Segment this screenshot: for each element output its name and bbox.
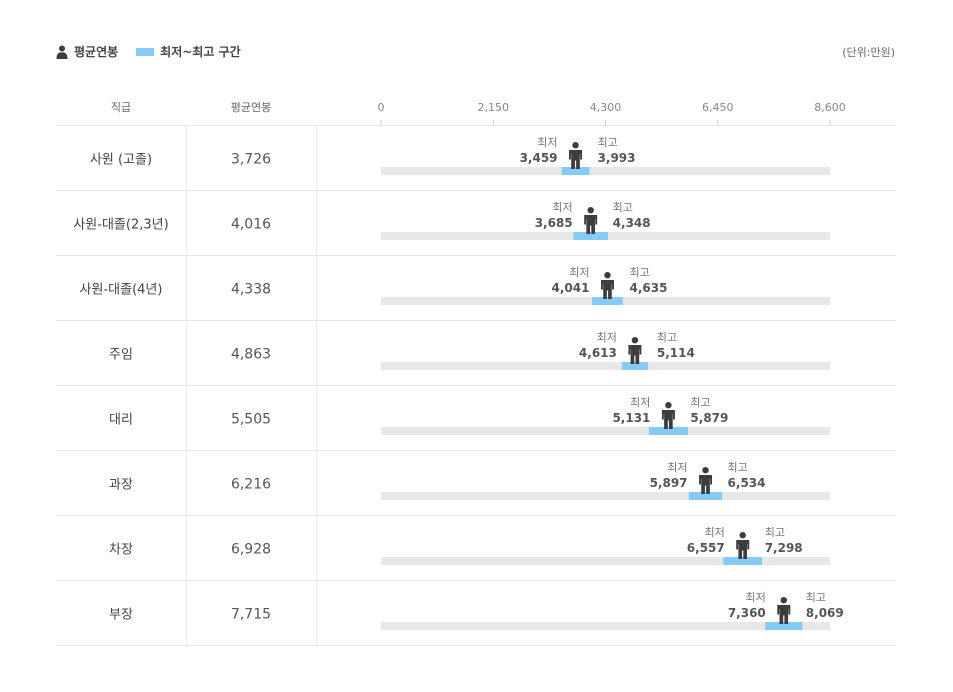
max-value: 5,114	[657, 346, 695, 360]
min-label: 최저	[630, 396, 650, 409]
avg-salary-value: 7,715	[231, 607, 271, 623]
legend-range: 최저~최고 구간	[136, 43, 241, 60]
average-person-icon	[584, 207, 598, 234]
salary-range-bar	[573, 232, 609, 240]
average-person-icon	[569, 142, 583, 169]
range-track	[381, 557, 830, 565]
range-swatch-icon	[136, 47, 155, 56]
salary-range-bar	[688, 492, 723, 500]
max-value: 4,635	[629, 281, 667, 295]
min-label: 최저	[597, 331, 617, 344]
avg-salary-value: 6,216	[231, 477, 271, 493]
min-value: 5,897	[650, 476, 688, 490]
max-label: 최고	[806, 591, 826, 604]
min-label: 최저	[537, 136, 557, 149]
avg-salary-value: 5,505	[231, 412, 271, 428]
max-value: 6,534	[728, 476, 766, 490]
avg-salary-value: 4,338	[231, 282, 271, 298]
max-label: 최고	[598, 136, 618, 149]
legend-average-label: 평균연봉	[74, 45, 119, 59]
salary-range-bar	[591, 297, 623, 305]
max-label: 최고	[728, 461, 748, 474]
axis-tick-label: 4,300	[590, 101, 622, 114]
avg-salary-value: 3,726	[231, 152, 271, 168]
legend: 평균연봉 최저~최고 구간	[56, 43, 259, 60]
axis-tick-label: 8,600	[814, 101, 846, 114]
salary-range-bar	[621, 362, 648, 370]
rank-label: 주임	[109, 348, 133, 363]
average-person-icon	[699, 467, 713, 494]
salary-range-bar	[648, 427, 688, 435]
salary-range-bar	[561, 167, 590, 175]
axis-tick-label: 2,150	[478, 101, 510, 114]
average-person-icon	[661, 402, 675, 429]
rank-label: 사원-대졸(2,3년)	[73, 218, 168, 233]
header-rank: 직급	[111, 101, 131, 114]
salary-range-bar	[723, 557, 763, 565]
axis-tick-label: 0	[378, 101, 385, 114]
person-icon	[56, 45, 68, 59]
header-avg: 평균연봉	[231, 101, 271, 114]
axis-tick-label: 6,450	[702, 101, 734, 114]
min-value: 4,613	[579, 346, 617, 360]
min-value: 3,459	[520, 151, 558, 165]
rank-label: 사원 (고졸)	[90, 153, 152, 168]
min-value: 3,685	[535, 216, 573, 230]
min-label: 최저	[569, 266, 589, 279]
range-track	[381, 362, 830, 370]
avg-salary-value: 6,928	[231, 542, 271, 558]
max-value: 4,348	[613, 216, 651, 230]
min-label: 최저	[552, 201, 572, 214]
min-label: 최저	[667, 461, 687, 474]
min-label: 최저	[704, 526, 724, 539]
min-value: 6,557	[687, 541, 725, 555]
average-person-icon	[628, 337, 642, 364]
max-value: 7,298	[765, 541, 803, 555]
max-value: 8,069	[806, 606, 844, 620]
min-label: 최저	[746, 591, 766, 604]
rank-label: 사원-대졸(4년)	[80, 283, 163, 298]
max-label: 최고	[629, 266, 649, 279]
legend-range-label: 최저~최고 구간	[160, 45, 241, 59]
unit-label: (단위:만원)	[842, 46, 895, 59]
max-label: 최고	[690, 396, 710, 409]
min-value: 4,041	[552, 281, 590, 295]
average-person-icon	[777, 597, 791, 624]
rank-label: 과장	[109, 478, 133, 493]
range-track	[381, 622, 830, 630]
min-value: 5,131	[612, 411, 650, 425]
range-track	[381, 427, 830, 435]
avg-salary-value: 4,016	[231, 217, 271, 233]
max-label: 최고	[765, 526, 785, 539]
max-label: 최고	[657, 331, 677, 344]
average-person-icon	[736, 532, 750, 559]
salary-range-bar	[765, 622, 803, 630]
min-value: 7,360	[728, 606, 766, 620]
avg-salary-value: 4,863	[231, 347, 271, 363]
max-value: 3,993	[598, 151, 636, 165]
legend-average: 평균연봉	[56, 43, 118, 60]
rank-label: 차장	[109, 543, 133, 558]
range-track	[381, 167, 830, 175]
max-label: 최고	[613, 201, 633, 214]
average-person-icon	[600, 272, 614, 299]
rank-label: 부장	[109, 608, 133, 623]
max-value: 5,879	[690, 411, 728, 425]
rank-label: 대리	[109, 413, 133, 428]
range-track	[381, 492, 830, 500]
